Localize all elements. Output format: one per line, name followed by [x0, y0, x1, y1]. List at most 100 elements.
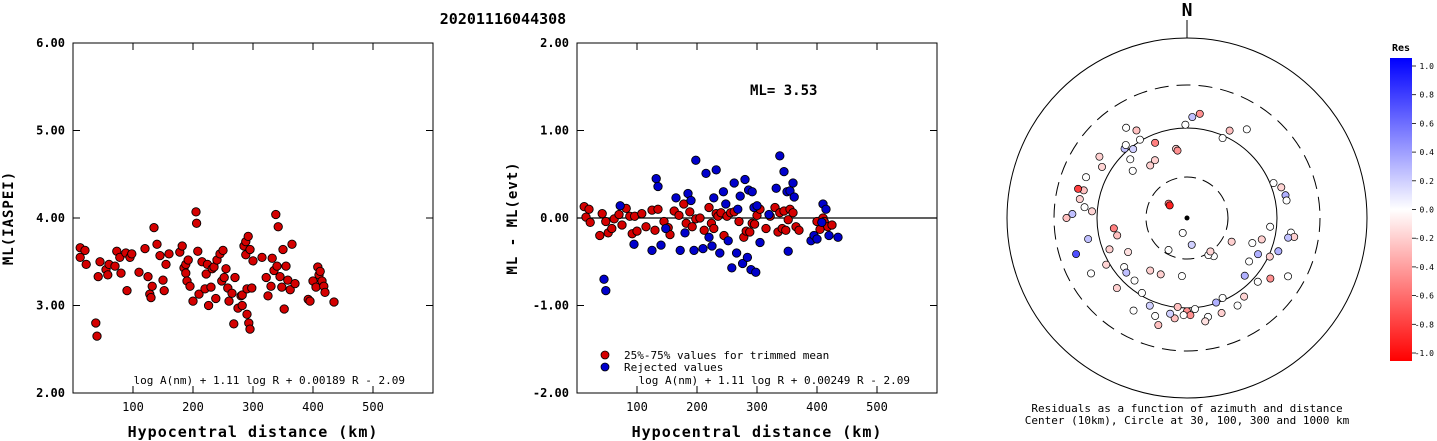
station-point [1266, 274, 1275, 283]
colorbar-tick-label: 0.0 [1420, 206, 1435, 215]
station-point [1109, 224, 1118, 233]
data-point [277, 282, 287, 292]
station-point [1274, 247, 1283, 256]
data-point [263, 291, 273, 301]
data-point [824, 230, 834, 241]
figure-title: 20201116044308 [440, 10, 566, 28]
data-point [653, 181, 663, 192]
data-point [164, 249, 174, 259]
data-point [329, 297, 339, 307]
data-point [103, 270, 113, 280]
data-point [257, 252, 267, 263]
axis-ticks: 100 200 300 400 500 2.00 3.00 4.00 5.00 6.00 [36, 36, 433, 414]
station-point [1188, 113, 1197, 122]
data-point [80, 245, 90, 256]
azimuth-residual-plot: N Residuals as a function of azimuth and… [1006, 0, 1368, 427]
data-point [607, 223, 617, 234]
formula-text: log A(nm) + 1.11 log R + 0.00189 R - 2.0… [133, 374, 405, 387]
station-point [1128, 166, 1137, 175]
station-point [1146, 266, 1155, 275]
data-point [632, 226, 642, 236]
data-point [227, 288, 237, 298]
x-tick-label: 200 [182, 400, 204, 414]
station-point [1195, 109, 1204, 118]
station-point [1129, 145, 1138, 154]
station-point [1151, 312, 1160, 320]
y-tick-label: 2.00 [36, 386, 65, 400]
ring-1000km [1006, 37, 1368, 399]
data-point [617, 220, 627, 230]
colorbar-tick-label: -0.4 [1415, 263, 1434, 272]
magnitude-vs-distance-chart: 100 200 300 400 500 2.00 3.00 4.00 5.00 6.00 log … [1, 36, 434, 441]
x-axis-label: Hypocentral distance (km) [128, 423, 379, 441]
data-point [110, 261, 120, 271]
data-point [92, 331, 102, 341]
data-point [781, 225, 791, 235]
data-point [116, 268, 126, 278]
data-point [279, 304, 289, 314]
data-point [93, 271, 103, 282]
data-point [704, 202, 714, 213]
data-point [671, 193, 681, 203]
x-tick-label: 400 [806, 400, 828, 414]
data-point [752, 201, 762, 211]
station-point [1265, 252, 1274, 261]
y-tick-label: -1.00 [533, 299, 569, 313]
data-point [718, 187, 729, 197]
station-point [1074, 184, 1083, 193]
data-point [812, 234, 822, 244]
station-point [1132, 126, 1141, 135]
data-point [699, 225, 709, 235]
data-point [686, 195, 696, 206]
data-point [81, 259, 91, 270]
data-point [650, 225, 660, 235]
data-point [155, 250, 165, 261]
x-tick-label: 400 [302, 400, 324, 414]
axis-ticks: 100 200 300 400 500 -2.00 -1.00 0.00 1.00 2.00 [533, 36, 937, 414]
data-point [201, 269, 211, 279]
plot-frame [72, 42, 434, 394]
data-point [219, 272, 229, 283]
station-point [1145, 301, 1154, 310]
station-point [1269, 179, 1278, 187]
ring-30km [1145, 176, 1229, 260]
polar-caption-line1: Residuals as a function of azimuth and d… [1031, 402, 1342, 415]
station-point [1240, 292, 1249, 301]
data-point [243, 231, 253, 242]
data-point [747, 187, 757, 197]
station-point [1212, 298, 1221, 307]
colorbar-tick-label: 0.6 [1420, 119, 1435, 128]
polar-caption-line2: Center (10km), Circle at 30, 100, 300 an… [1025, 414, 1350, 427]
data-point [146, 292, 156, 303]
data-point [143, 271, 153, 282]
legend-label-trimmed: 25%-75% values for trimmed mean [624, 349, 829, 362]
data-point [245, 244, 255, 255]
station-point [1156, 270, 1165, 279]
data-point [290, 278, 300, 289]
legend-marker-trimmed [600, 350, 610, 360]
station-point [1151, 156, 1159, 165]
data-point [689, 245, 699, 256]
y-tick-label: 0.00 [540, 211, 569, 225]
data-point [733, 204, 743, 214]
data-point [95, 257, 105, 267]
data-point [675, 245, 685, 256]
data-point [742, 252, 753, 263]
station-point [1105, 245, 1114, 254]
data-point [723, 236, 733, 246]
data-point [281, 261, 291, 271]
data-point [779, 166, 789, 177]
data-point [158, 275, 168, 285]
data-point [647, 245, 657, 256]
data-point [755, 237, 765, 248]
data-point [715, 248, 725, 258]
station-point [1284, 272, 1292, 281]
station-point [1121, 141, 1130, 149]
colorbar-tick-label: -0.8 [1415, 320, 1434, 329]
colorbar-tick-label: 0.2 [1420, 177, 1435, 186]
y-tick-label: 5.00 [36, 124, 65, 138]
data-point [729, 178, 739, 188]
data-point [827, 220, 837, 230]
station-point [1179, 311, 1188, 320]
